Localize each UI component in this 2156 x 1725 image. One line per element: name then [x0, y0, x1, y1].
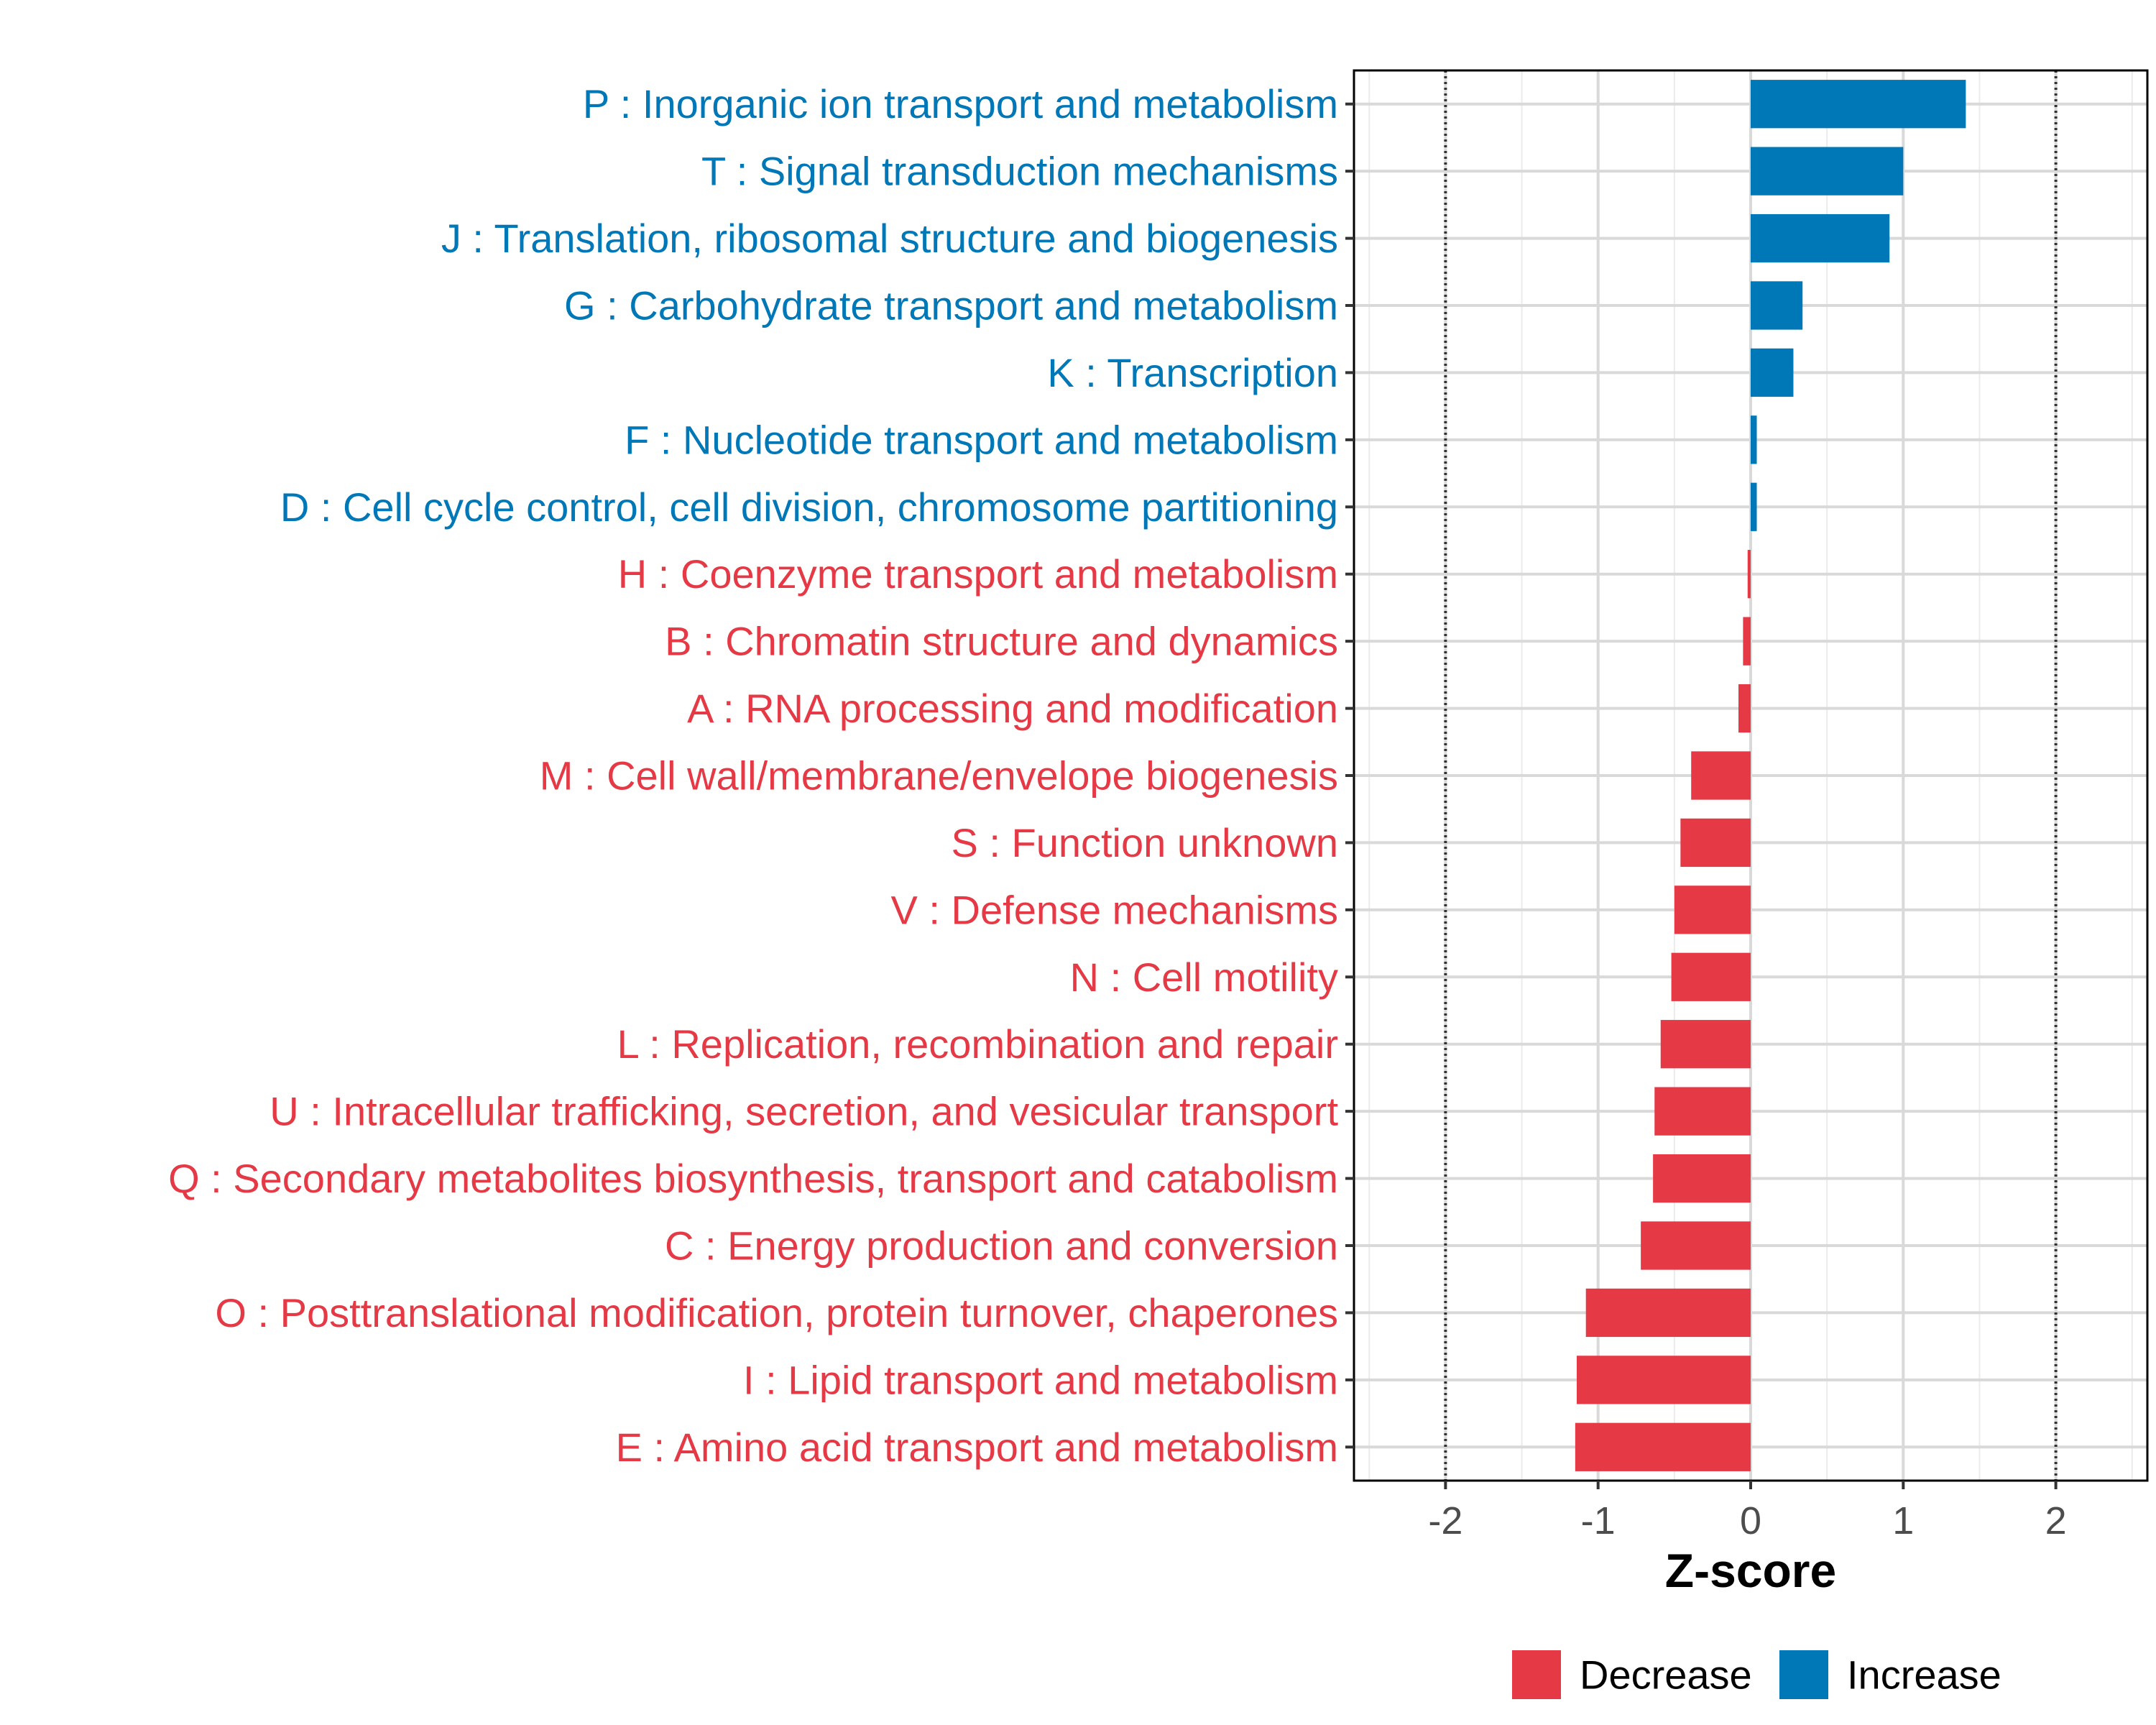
bar [1751, 415, 1757, 464]
category-label: A : RNA processing and modification [687, 686, 1338, 731]
category-label: L : Replication, recombination and repai… [617, 1021, 1338, 1067]
category-label: I : Lipid transport and metabolism [743, 1357, 1338, 1402]
y-axis-ticks: P : Inorganic ion transport and metaboli… [168, 81, 1354, 1470]
category-label: G : Carbohydrate transport and metabolis… [564, 283, 1338, 328]
x-tick-label: -1 [1581, 1499, 1616, 1542]
bar [1671, 952, 1751, 1001]
legend-label: Increase [1847, 1652, 2001, 1698]
bar [1751, 348, 1794, 397]
category-label: N : Cell motility [1070, 954, 1338, 1000]
bar [1585, 1288, 1751, 1338]
category-label: S : Function unknown [951, 820, 1338, 865]
x-tick-label: -2 [1428, 1499, 1462, 1542]
bar [1575, 1422, 1751, 1471]
bar [1747, 550, 1751, 599]
category-label: M : Cell wall/membrane/envelope biogenes… [540, 753, 1338, 799]
x-tick-label: 0 [1740, 1499, 1761, 1542]
legend-label: Decrease [1580, 1652, 1752, 1698]
category-label: J : Translation, ribosomal structure and… [441, 216, 1338, 261]
bar [1691, 751, 1751, 800]
category-label: K : Transcription [1047, 350, 1338, 395]
legend-swatch [1779, 1650, 1828, 1699]
legend: Decrease Increase [1512, 1650, 2001, 1699]
bar [1660, 1020, 1751, 1069]
category-label: B : Chromatin structure and dynamics [665, 619, 1338, 664]
category-label: Q : Secondary metabolites biosynthesis, … [168, 1156, 1338, 1201]
bar [1653, 1154, 1751, 1203]
bar [1738, 684, 1751, 733]
bar [1576, 1356, 1751, 1404]
category-label: T : Signal transduction mechanisms [701, 149, 1338, 194]
x-tick-label: 1 [1892, 1499, 1914, 1542]
bar [1743, 617, 1751, 666]
category-label: V : Defense mechanisms [891, 887, 1338, 932]
bars [1575, 80, 1966, 1471]
category-label: P : Inorganic ion transport and metaboli… [583, 81, 1338, 126]
bar [1654, 1087, 1751, 1136]
bar [1751, 80, 1966, 129]
bar [1680, 818, 1751, 868]
bar [1751, 213, 1890, 263]
bar [1641, 1221, 1751, 1270]
x-axis-ticks: -2 -1 0 1 2 [1428, 1481, 2067, 1542]
category-label: O : Posttranslational modification, prot… [215, 1290, 1338, 1335]
category-label: E : Amino acid transport and metabolism [616, 1425, 1338, 1470]
bar [1674, 886, 1751, 934]
bar [1751, 281, 1803, 330]
category-label: U : Intracellular trafficking, secretion… [270, 1089, 1338, 1134]
bar [1751, 147, 1904, 196]
category-label: F : Nucleotide transport and metabolism [625, 417, 1338, 462]
x-axis-title: Z-score [1665, 1544, 1836, 1597]
legend-swatch [1512, 1650, 1561, 1699]
category-label: H : Coenzyme transport and metabolism [618, 551, 1338, 597]
bar [1751, 482, 1757, 531]
x-tick-label: 2 [2045, 1499, 2067, 1542]
category-label: C : Energy production and conversion [665, 1223, 1338, 1269]
category-label: D : Cell cycle control, cell division, c… [280, 484, 1338, 530]
